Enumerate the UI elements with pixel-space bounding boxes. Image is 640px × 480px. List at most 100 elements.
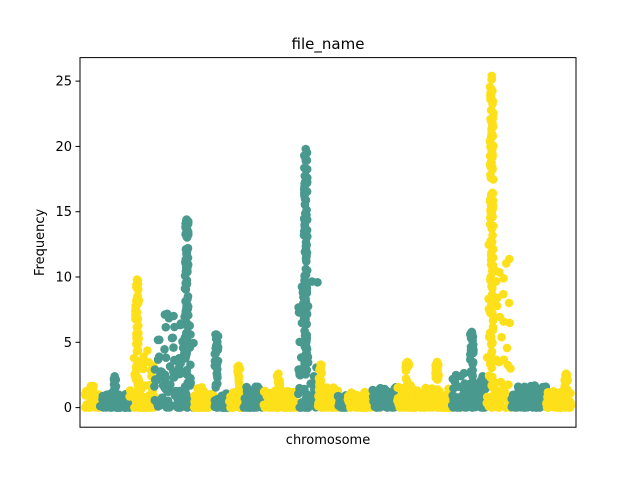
y-tick-label: 5	[64, 336, 72, 351]
data-point	[349, 389, 359, 399]
data-point	[448, 374, 458, 384]
data-point	[466, 333, 476, 343]
data-point	[181, 278, 190, 288]
data-point	[487, 129, 496, 139]
data-point	[499, 289, 508, 299]
data-point	[486, 255, 496, 265]
data-point	[522, 392, 532, 402]
data-point	[361, 400, 371, 409]
data-point	[301, 144, 311, 154]
data-point	[181, 352, 190, 362]
data-point	[157, 373, 167, 382]
data-point	[530, 381, 539, 390]
data-point	[449, 384, 458, 393]
data-point	[496, 400, 505, 410]
data-point	[170, 391, 180, 400]
data-point	[425, 394, 434, 403]
data-point	[505, 318, 514, 328]
data-point	[110, 389, 119, 399]
data-point	[481, 382, 490, 391]
data-point	[486, 91, 496, 101]
data-point	[247, 388, 257, 397]
data-point	[183, 302, 193, 312]
data-point	[500, 394, 510, 403]
data-point	[497, 386, 506, 395]
x-axis-label: chromosome	[286, 433, 370, 448]
data-point	[181, 222, 190, 232]
data-point	[413, 402, 422, 412]
data-point	[488, 99, 497, 109]
data-point	[143, 346, 152, 355]
data-point	[449, 395, 458, 405]
data-point	[134, 321, 143, 331]
data-point	[160, 345, 169, 354]
data-point	[467, 327, 477, 337]
data-point	[468, 395, 477, 404]
data-point	[275, 402, 284, 411]
data-point	[301, 171, 310, 180]
data-point	[160, 310, 170, 319]
data-point	[499, 274, 508, 283]
data-point	[488, 398, 497, 408]
data-point	[213, 379, 222, 389]
data-point	[181, 285, 191, 294]
data-point	[485, 275, 495, 285]
y-tick-label: 25	[55, 75, 72, 90]
data-point	[110, 400, 119, 409]
data-point	[352, 402, 362, 411]
data-point	[488, 391, 498, 400]
data-point	[122, 403, 131, 412]
data-point	[421, 383, 431, 393]
data-point	[234, 361, 243, 371]
data-point	[302, 240, 311, 250]
data-point	[213, 401, 222, 411]
data-point	[486, 308, 496, 317]
data-point	[134, 328, 143, 338]
data-point	[457, 392, 466, 401]
data-point	[372, 395, 382, 404]
data-point	[487, 208, 496, 218]
data-point	[505, 254, 514, 264]
data-point	[495, 312, 505, 322]
data-point	[403, 357, 412, 367]
data-point	[174, 398, 183, 407]
data-point	[134, 298, 143, 308]
data-point	[183, 292, 193, 301]
data-point	[469, 345, 478, 355]
data-point	[274, 369, 283, 379]
data-point	[513, 382, 523, 392]
data-point	[182, 369, 191, 379]
data-point	[485, 220, 495, 229]
data-point	[190, 403, 200, 412]
data-point	[162, 380, 171, 390]
plot-frame	[79, 57, 577, 428]
data-point	[497, 332, 506, 342]
data-point	[212, 361, 221, 371]
data-point	[302, 393, 311, 403]
y-tick-label: 10	[55, 271, 72, 286]
data-point	[150, 375, 160, 384]
data-point	[133, 345, 143, 355]
data-point	[132, 396, 142, 405]
data-point	[455, 403, 465, 412]
data-point	[300, 359, 309, 368]
data-point	[301, 264, 311, 274]
data-point	[212, 330, 221, 339]
data-point	[487, 296, 497, 306]
data-point	[476, 376, 486, 385]
data-point	[542, 398, 551, 408]
data-point	[300, 384, 309, 394]
y-axis-label: Frequency	[33, 209, 48, 276]
data-point	[356, 394, 366, 404]
data-point	[316, 400, 326, 410]
data-point	[273, 392, 282, 402]
data-point	[561, 369, 571, 379]
data-point	[182, 215, 191, 224]
data-point	[403, 377, 412, 387]
data-point	[161, 322, 171, 332]
data-point	[434, 370, 443, 380]
data-point	[433, 396, 443, 406]
data-point	[511, 401, 521, 411]
data-point	[133, 358, 143, 368]
